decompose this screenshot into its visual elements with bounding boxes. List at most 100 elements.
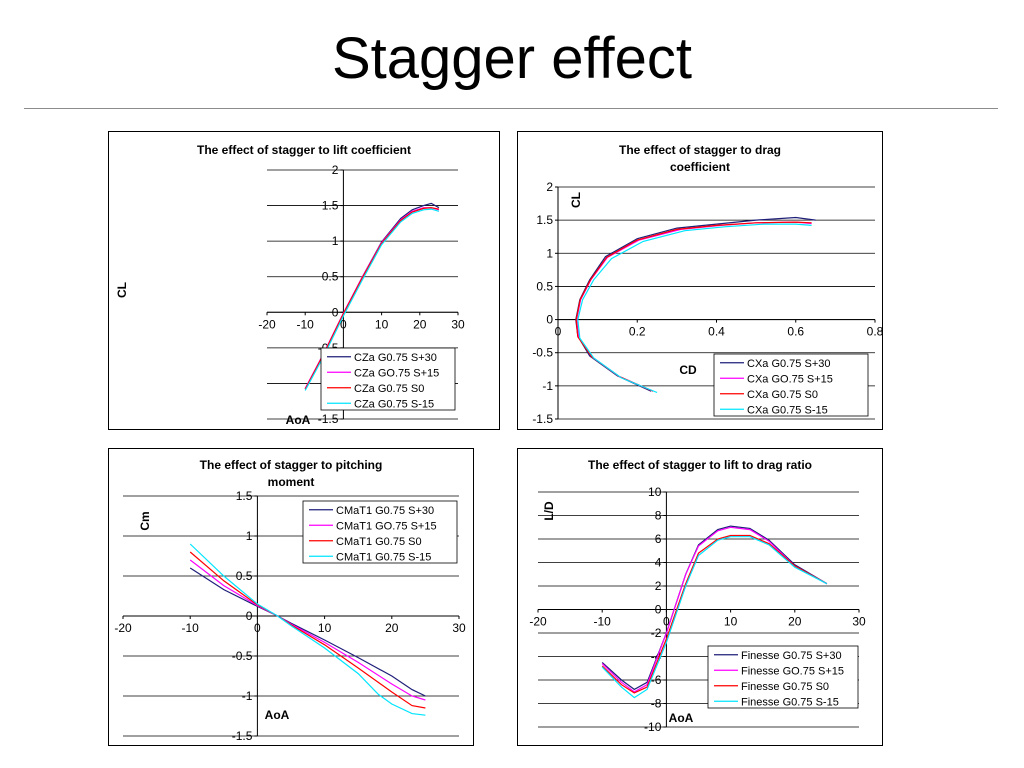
- chart-title: The effect of stagger to drag: [619, 143, 781, 157]
- x-tick-label: 30: [451, 317, 465, 331]
- y-tick-label: -1.5: [532, 412, 553, 426]
- x-tick-label: 20: [413, 317, 427, 331]
- series-line: [304, 208, 440, 391]
- series-line: [189, 567, 426, 697]
- lift-to-drag-chart: The effect of stagger to lift to drag ra…: [517, 448, 883, 746]
- x-tick-label: 20: [788, 615, 802, 629]
- pitching-moment-chart: The effect of stagger to pitching moment -…: [108, 448, 474, 746]
- series-line: [575, 221, 812, 392]
- legend-label: CXa G0.75 S0: [747, 389, 818, 401]
- y-tick-label: 0.5: [236, 569, 253, 583]
- x-tick-label: 0.6: [787, 325, 804, 339]
- title-divider: [24, 108, 998, 109]
- series-line: [601, 536, 828, 699]
- slide-title: Stagger effect: [331, 26, 693, 91]
- y-tick-label: 0.5: [322, 270, 339, 284]
- y-tick-label: 0: [546, 313, 553, 327]
- x-axis-label: CD: [679, 363, 697, 377]
- y-tick-label: 2: [332, 163, 339, 177]
- legend-label: Finesse GO.75 S+15: [741, 665, 844, 677]
- y-tick-label: -1: [542, 379, 553, 393]
- legend-box: [713, 353, 869, 417]
- y-tick-label: 1: [246, 529, 253, 543]
- y-tick-label: -1.5: [318, 412, 339, 426]
- legend-label: CXa G0.75 S-15: [747, 404, 828, 416]
- x-tick-label: 30: [452, 621, 466, 635]
- legend-label: CMaT1 G0.75 S0: [336, 536, 422, 548]
- legend-label: CZa G0.75 S0: [354, 383, 424, 395]
- y-tick-label: 0.5: [536, 279, 553, 293]
- chart-title: The effect of stagger to lift coefficien…: [197, 143, 411, 157]
- y-axis-label: CL: [115, 282, 129, 298]
- legend-box: [320, 347, 456, 411]
- series-line: [601, 534, 828, 694]
- y-tick-label: -0.5: [232, 649, 253, 663]
- y-tick-label: 6: [655, 532, 662, 546]
- x-axis-label: AoA: [669, 711, 694, 725]
- x-tick-label: -20: [114, 621, 132, 635]
- legend-label: Finesse G0.75 S0: [741, 681, 829, 693]
- chart-title: coefficient: [670, 160, 730, 174]
- x-tick-label: -10: [182, 621, 200, 635]
- y-tick-label: -8: [651, 697, 662, 711]
- legend-label: CZa G0.75 S+30: [354, 352, 437, 364]
- x-tick-label: -10: [594, 615, 612, 629]
- y-tick-label: -0.5: [532, 346, 553, 360]
- series-line: [575, 216, 816, 392]
- legend-label: CMaT1 G0.75 S-15: [336, 551, 431, 563]
- x-tick-label: 0.8: [867, 325, 882, 339]
- y-tick-label: 1: [546, 246, 553, 260]
- x-tick-label: 10: [375, 317, 389, 331]
- chart-title: moment: [268, 475, 315, 489]
- x-tick-label: 0: [663, 615, 670, 629]
- y-tick-label: 10: [648, 485, 662, 499]
- series-line: [189, 559, 426, 701]
- x-tick-label: 10: [318, 621, 332, 635]
- legend-label: CXa GO.75 S+15: [747, 373, 833, 385]
- pitching-moment-plot: The effect of stagger to pitching moment -…: [114, 458, 466, 743]
- y-tick-label: 1.5: [236, 489, 253, 503]
- y-tick-label: -1.5: [232, 729, 253, 743]
- x-tick-label: 20: [385, 621, 399, 635]
- chart-title: The effect of stagger to lift to drag ra…: [588, 458, 812, 472]
- y-tick-label: -10: [644, 720, 662, 734]
- y-tick-label: 8: [655, 509, 662, 523]
- y-tick-label: 1.5: [536, 213, 553, 227]
- y-tick-label: -6: [651, 673, 662, 687]
- series-line: [601, 525, 828, 691]
- legend-label: CMaT1 GO.75 S+15: [336, 520, 437, 532]
- y-tick-label: -4: [651, 650, 662, 664]
- x-tick-label: 0: [340, 317, 347, 331]
- series-line: [189, 543, 426, 716]
- legend-label: CZa G0.75 S-15: [354, 398, 434, 410]
- x-tick-label: -10: [297, 317, 315, 331]
- legend-box: [302, 500, 458, 564]
- series-line: [189, 551, 426, 709]
- legend-label: CXa G0.75 S+30: [747, 358, 830, 370]
- legend-label: CZa GO.75 S+15: [354, 367, 439, 379]
- lift-to-drag-plot: The effect of stagger to lift to drag ra…: [529, 458, 866, 734]
- legend-label: CMaT1 G0.75 S+30: [336, 505, 434, 517]
- y-axis-label: CL: [569, 192, 583, 208]
- lift-coefficient-plot: The effect of stagger to lift coefficien…: [115, 143, 465, 427]
- x-tick-label: -20: [258, 317, 276, 331]
- y-tick-label: -1: [242, 689, 253, 703]
- legend-box: [707, 645, 859, 709]
- lift-coefficient-chart: The effect of stagger to lift coefficien…: [108, 131, 500, 430]
- x-tick-label: 0: [555, 325, 562, 339]
- y-tick-label: 1.5: [322, 199, 339, 213]
- x-tick-label: 0.2: [629, 325, 646, 339]
- series-line: [304, 207, 440, 390]
- legend-label: Finesse G0.75 S+30: [741, 650, 842, 662]
- y-tick-label: -2: [651, 626, 662, 640]
- y-axis-label: L/D: [542, 501, 556, 521]
- drag-coefficient-plot: The effect of stagger to drag coefficient…: [532, 143, 882, 426]
- y-tick-label: 0: [246, 609, 253, 623]
- x-axis-label: AoA: [265, 708, 290, 722]
- x-tick-label: 0: [254, 621, 261, 635]
- y-tick-label: 1: [332, 234, 339, 248]
- y-tick-label: 4: [655, 556, 662, 570]
- x-tick-label: -20: [529, 615, 547, 629]
- x-axis-label: AoA: [286, 413, 311, 427]
- y-axis-label: Cm: [138, 511, 152, 530]
